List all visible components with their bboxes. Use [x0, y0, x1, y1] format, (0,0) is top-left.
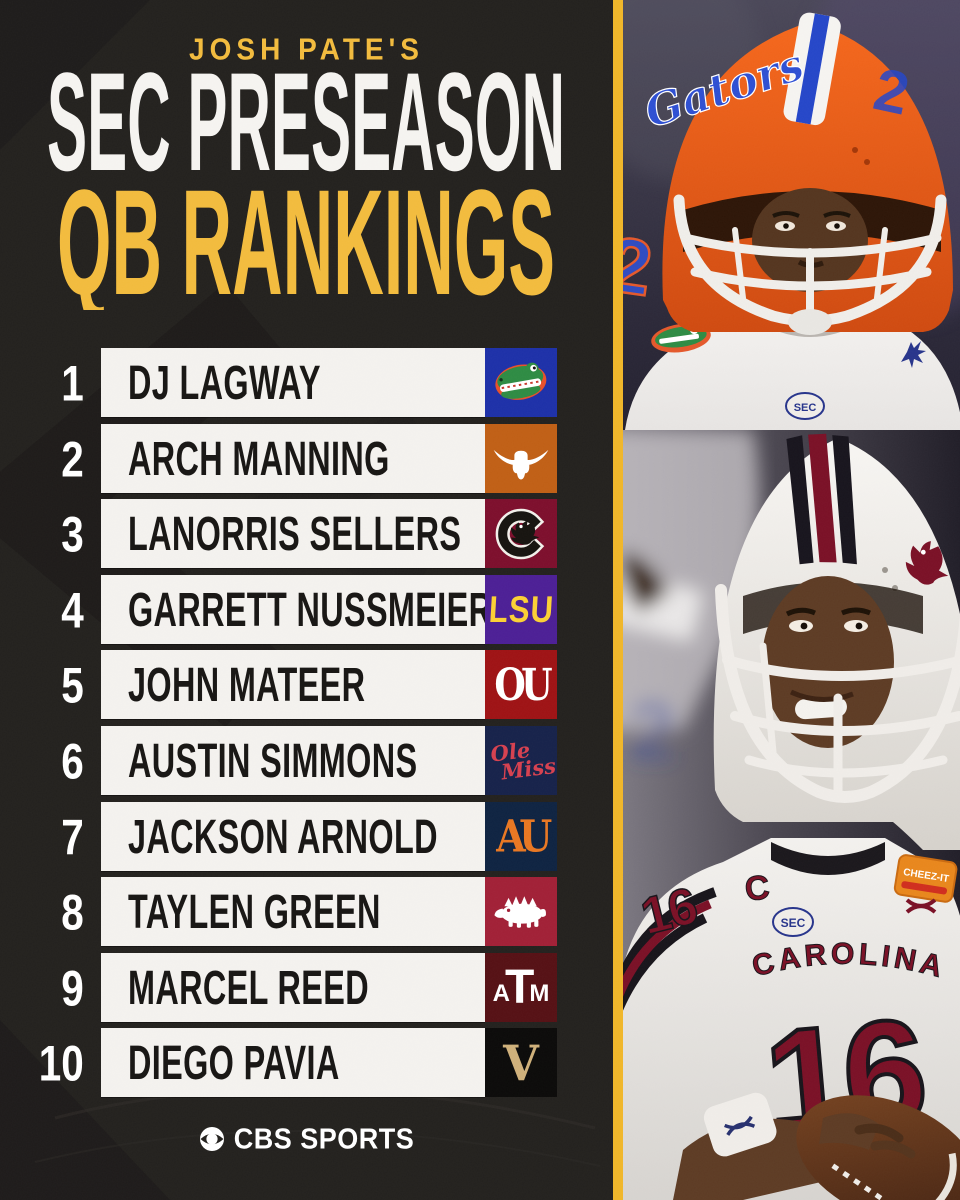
ranking-row: 3 LANORRIS SELLERS	[0, 499, 613, 568]
player-bar: DJ LAGWAY	[101, 348, 485, 417]
rank-number: 7	[61, 808, 84, 865]
player-bar: JOHN MATEER	[101, 650, 485, 719]
ranking-row: 6 AUSTIN SIMMONS Ole Miss	[0, 726, 613, 795]
ranking-row: 2 ARCH MANNING	[0, 424, 613, 493]
player-name: GARRETT NUSSMEIER	[128, 581, 493, 637]
vanderbilt-commodores-logo: V	[485, 1028, 557, 1097]
cbs-eye-icon	[199, 1127, 224, 1151]
player-name: ARCH MANNING	[128, 430, 390, 486]
rank-number: 5	[61, 656, 84, 713]
ranking-row: 7 JACKSON ARNOLD AU	[0, 802, 613, 871]
texas-longhorns-logo	[485, 424, 557, 493]
footer-brand-text: CBS SPORTS	[233, 1122, 415, 1155]
rank-number: 1	[61, 354, 84, 411]
player-bar: LANORRIS SELLERS	[101, 499, 485, 568]
ranking-row: 10 DIEGO PAVIA V	[0, 1028, 613, 1097]
ranking-row: 1 DJ LAGWAY	[0, 348, 613, 417]
player-bar: ARCH MANNING	[101, 424, 485, 493]
player-bar: MARCEL REED	[101, 953, 485, 1022]
player-bar: GARRETT NUSSMEIER	[101, 575, 492, 644]
ranking-row: 5 JOHN MATEER OU	[0, 650, 613, 719]
player-name: JACKSON ARNOLD	[128, 808, 438, 864]
south-carolina-gamecocks-logo	[485, 499, 557, 568]
ranking-row: 8 TAYLEN GREEN	[0, 877, 613, 946]
ole-miss-rebels-logo: Ole Miss	[485, 726, 557, 795]
lsu-tigers-logo: LSU	[485, 575, 557, 644]
florida-gators-logo	[485, 348, 557, 417]
oklahoma-sooners-logo: OU	[485, 650, 557, 719]
rank-number: 10	[38, 1034, 84, 1091]
rank-number: 2	[61, 430, 84, 487]
player-bar: JACKSON ARNOLD	[101, 802, 485, 871]
player-name: TAYLEN GREEN	[128, 883, 381, 939]
player-name: JOHN MATEER	[128, 656, 366, 712]
ranking-row: 4 GARRETT NUSSMEIER LSU	[0, 575, 613, 644]
rank-number: 4	[61, 581, 84, 638]
rank-number: 3	[61, 505, 84, 562]
player-name: DJ LAGWAY	[128, 354, 321, 410]
player-bar: DIEGO PAVIA	[101, 1028, 485, 1097]
player-name: LANORRIS SELLERS	[128, 505, 462, 561]
player-bar: AUSTIN SIMMONS	[101, 726, 485, 795]
player-name: DIEGO PAVIA	[128, 1034, 340, 1090]
rank-number: 9	[61, 959, 84, 1016]
arkansas-razorbacks-logo	[485, 877, 557, 946]
gold-divider-stripe	[613, 0, 623, 1200]
cbs-sports-footer: CBS SPORTS	[0, 1122, 613, 1156]
player-bar: TAYLEN GREEN	[101, 877, 485, 946]
auburn-tigers-logo: AU	[485, 802, 557, 871]
rank-number: 6	[61, 732, 84, 789]
player-name: AUSTIN SIMMONS	[128, 732, 418, 788]
player-name: MARCEL REED	[128, 959, 369, 1015]
rank-number: 8	[61, 883, 84, 940]
